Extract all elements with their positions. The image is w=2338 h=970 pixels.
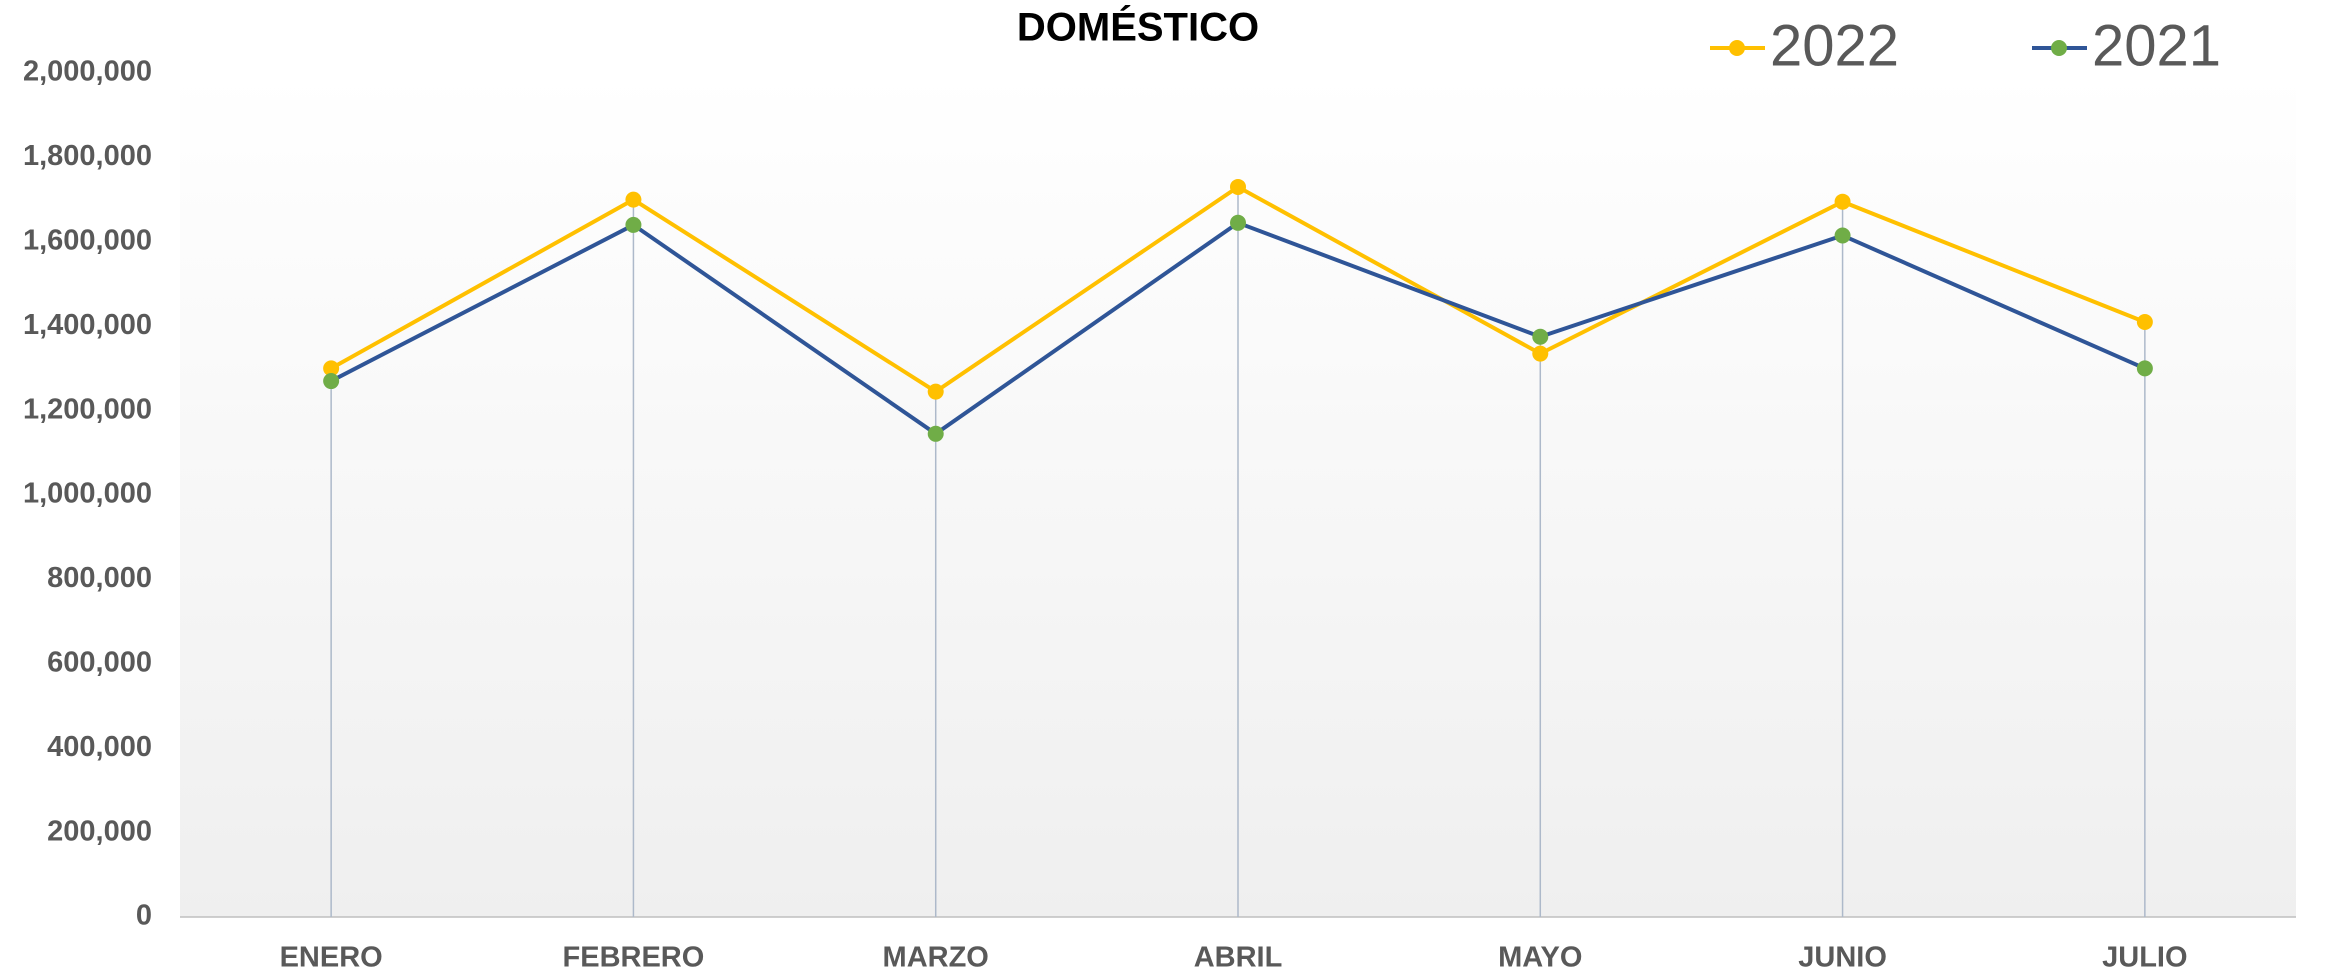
legend-marker [1729, 40, 1745, 56]
y-tick-label: 800,000 [47, 562, 152, 594]
point [323, 373, 340, 390]
point [1834, 227, 1851, 244]
legend-label: 2021 [2092, 13, 2221, 78]
point [1834, 193, 1851, 210]
y-tick-label: 600,000 [47, 646, 152, 678]
y-tick-label: 400,000 [47, 731, 152, 763]
point [2136, 360, 2153, 377]
point [625, 216, 642, 233]
y-tick-label: 200,000 [47, 815, 152, 847]
point [1230, 178, 1246, 195]
y-tick-label: 1,000,000 [23, 478, 152, 510]
y-tick-label: 1,600,000 [23, 224, 152, 256]
legend-label: 2022 [1770, 13, 1899, 78]
point [927, 383, 944, 400]
y-tick-label: 1,200,000 [23, 393, 152, 425]
point [1532, 345, 1549, 362]
x-tick-label: FEBRERO [563, 942, 705, 970]
chart-title: DOMÉSTICO [1017, 5, 1259, 50]
point [2136, 313, 2153, 330]
point [625, 191, 642, 208]
point [927, 425, 944, 442]
point [323, 360, 340, 377]
x-tick-label: MARZO [883, 942, 989, 970]
x-tick-label: MAYO [1498, 942, 1582, 970]
point [1532, 328, 1549, 345]
y-tick-label: 1,800,000 [23, 140, 152, 172]
x-tick-label: ABRIL [1194, 942, 1283, 970]
y-tick-label: 0 [136, 900, 152, 932]
legend-marker [2051, 40, 2067, 56]
point [1230, 214, 1246, 231]
x-tick-label: JUNIO [1798, 942, 1887, 970]
y-tick-label: 1,400,000 [23, 309, 152, 341]
x-tick-label: JULIO [2102, 942, 2187, 970]
y-tick-label: 2,000,000 [23, 56, 152, 88]
x-tick-label: ENERO [280, 942, 383, 970]
